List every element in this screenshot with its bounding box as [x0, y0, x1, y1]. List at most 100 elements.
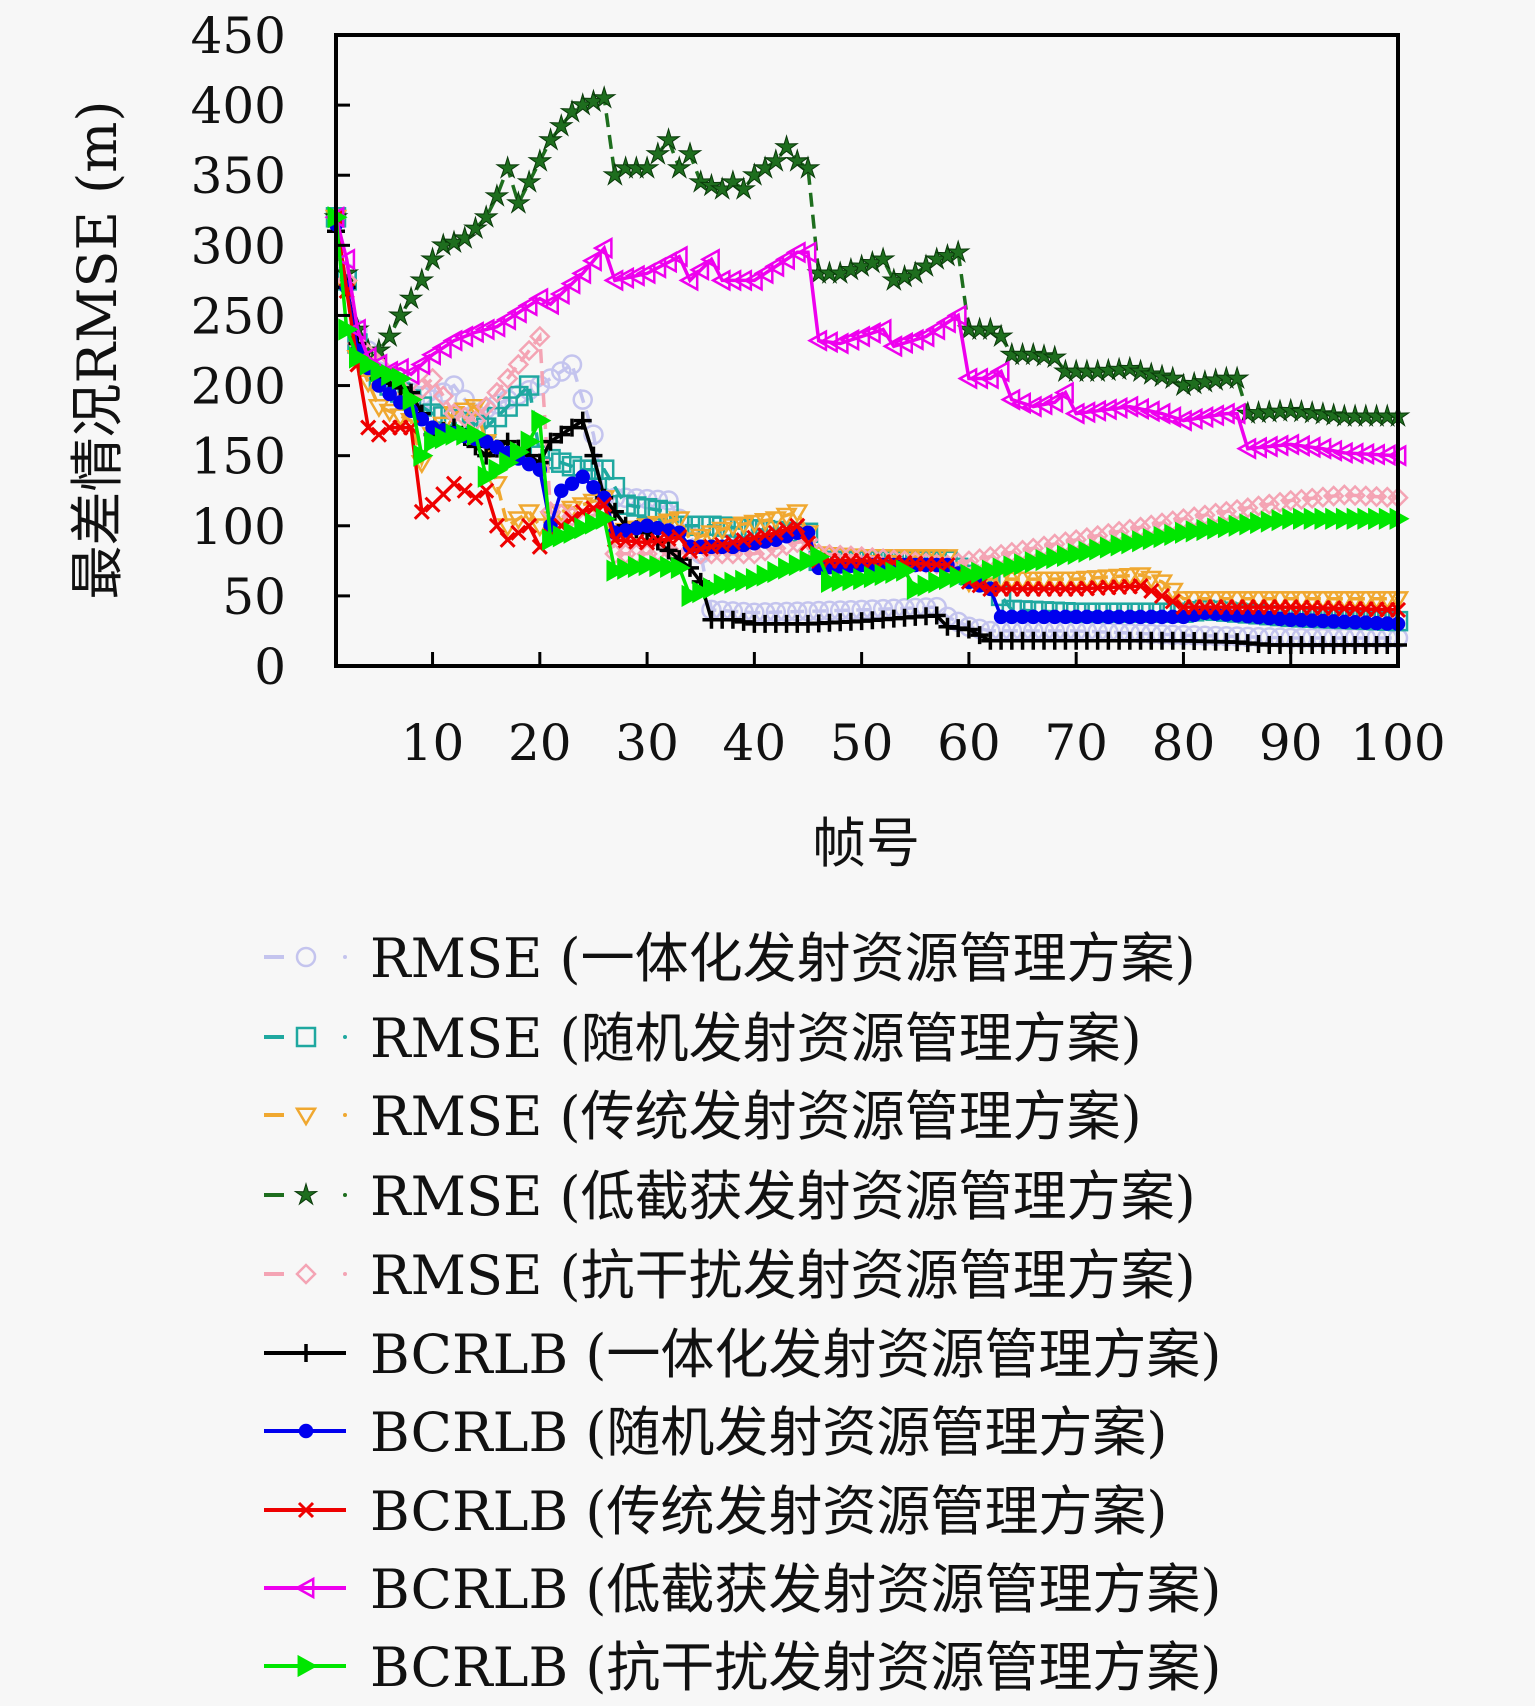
data-point — [432, 385, 455, 407]
data-point — [636, 498, 658, 519]
data-point — [678, 269, 699, 292]
data-point — [1354, 591, 1378, 611]
data-point — [563, 418, 581, 437]
data-point — [1333, 591, 1356, 611]
data-point — [935, 311, 956, 334]
data-point — [1279, 489, 1302, 512]
data-point — [592, 237, 613, 260]
data-point — [734, 612, 753, 631]
data-point — [420, 343, 441, 366]
legend-label: BCRLB (随机发射资源管理方案) — [370, 1401, 1168, 1464]
data-point — [721, 518, 745, 538]
data-point — [467, 423, 488, 446]
data-point — [422, 389, 443, 410]
data-point — [796, 241, 817, 264]
data-point — [957, 367, 978, 390]
data-point — [756, 564, 777, 587]
data-point — [529, 375, 551, 396]
data-point — [488, 458, 509, 481]
data-point — [1321, 402, 1346, 426]
legend-label: BCRLB (一体化发射资源管理方案) — [370, 1323, 1222, 1386]
data-point — [1250, 511, 1271, 535]
data-point — [538, 127, 563, 151]
y-tick-label: 200 — [191, 358, 286, 416]
data-point — [549, 282, 570, 306]
data-point — [1086, 399, 1107, 422]
data-point — [591, 85, 617, 109]
data-point — [1022, 571, 1045, 591]
data-point — [521, 456, 537, 472]
data-point — [424, 430, 445, 453]
data-point — [445, 423, 466, 446]
data-point — [1046, 546, 1067, 570]
data-point — [1228, 514, 1249, 537]
data-point — [413, 503, 430, 520]
legend-line — [343, 1035, 347, 1039]
data-point — [510, 524, 527, 541]
data-point — [970, 626, 989, 645]
data-point — [517, 294, 538, 317]
data-point — [1064, 402, 1085, 425]
data-point — [1268, 434, 1289, 457]
data-point — [1224, 365, 1250, 390]
data-point — [506, 301, 527, 324]
data-point — [689, 528, 712, 548]
data-point — [670, 556, 691, 579]
legend-label: BCRLB (低截获发射资源管理方案) — [370, 1558, 1222, 1621]
plot-area — [323, 85, 1411, 654]
legend-marker-triangle-left-icon — [294, 1576, 315, 1600]
data-point — [409, 267, 435, 291]
axes-frame — [334, 33, 1400, 668]
data-point — [978, 367, 999, 390]
legend-entry: BCRLB (一体化发射资源管理方案) — [264, 1323, 1222, 1386]
data-point — [871, 318, 892, 341]
legend-marker-triangle-down-icon — [294, 1107, 318, 1127]
legend-label: BCRLB (抗干扰发射资源管理方案) — [370, 1636, 1222, 1699]
data-point — [1031, 343, 1057, 367]
data-point — [1185, 520, 1206, 543]
data-point — [554, 483, 569, 498]
data-point — [1247, 495, 1270, 517]
data-point — [656, 127, 681, 151]
data-point — [842, 568, 863, 592]
data-point — [552, 525, 573, 548]
data-point — [1335, 507, 1356, 530]
data-point — [635, 262, 656, 285]
data-point — [516, 169, 542, 193]
legend-label: RMSE (一体化发射资源管理方案) — [370, 927, 1196, 990]
data-point — [735, 569, 756, 593]
data-point — [767, 560, 788, 584]
data-point — [473, 204, 499, 228]
data-point — [666, 155, 692, 179]
data-point — [1322, 485, 1345, 507]
legend-marker-plus-icon — [297, 1344, 315, 1362]
data-point — [584, 446, 603, 465]
legend-marker-square-icon — [295, 1026, 317, 1048]
data-point — [668, 511, 691, 531]
data-point — [370, 426, 387, 443]
data-point — [527, 148, 553, 172]
data-point — [753, 512, 777, 532]
data-point — [529, 325, 551, 348]
data-point — [788, 553, 809, 577]
data-point — [489, 440, 505, 455]
x-tick-label: 40 — [723, 714, 787, 772]
data-point — [496, 308, 517, 331]
data-point — [585, 512, 606, 535]
data-point — [992, 557, 1013, 580]
data-point — [445, 475, 463, 492]
data-point — [1153, 587, 1171, 604]
data-point — [1054, 571, 1077, 591]
x-tick-label: 60 — [937, 714, 1001, 772]
data-point — [968, 367, 989, 390]
data-point — [945, 239, 971, 263]
data-point — [507, 353, 530, 376]
data-point — [807, 329, 828, 352]
data-point — [561, 354, 583, 375]
legend-entry: BCRLB (抗干扰发射资源管理方案) — [264, 1636, 1222, 1699]
data-point — [689, 258, 710, 281]
data-point — [1301, 487, 1323, 510]
legend-marker-diamond-icon — [295, 1263, 317, 1285]
data-point — [688, 169, 714, 193]
data-point — [1043, 391, 1064, 414]
